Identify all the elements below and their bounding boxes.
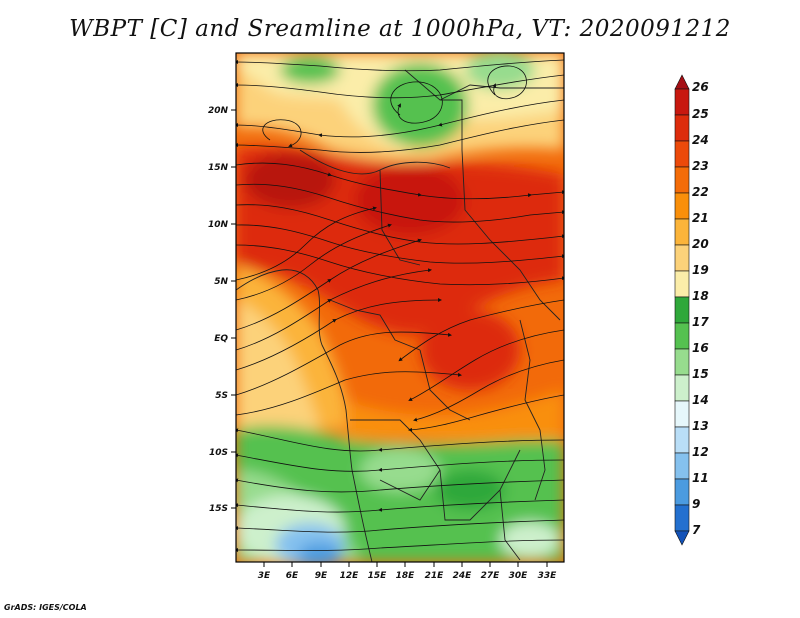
colorbar: 26 25 24 23 22 21 20 19 18 17 16 15 14 1… <box>674 74 709 546</box>
colorbar-label: 7 <box>692 523 701 537</box>
colorbar-label: 24 <box>692 133 709 147</box>
colorbar-label: 18 <box>692 289 709 303</box>
colorbar-label: 12 <box>692 445 709 459</box>
latitude-axis: 20N 15N 10N 5N EQ 5S 10S 15S <box>208 106 236 514</box>
colorbar-swatch <box>674 74 690 90</box>
country-borders <box>236 69 564 562</box>
colorbar-label: 20 <box>692 237 709 251</box>
colorbar-swatch <box>674 348 690 376</box>
lon-tick-label: 6E <box>286 571 299 581</box>
colorbar-label: 11 <box>692 471 709 485</box>
colorbar-swatch <box>674 192 690 220</box>
colorbar-label: 14 <box>692 393 709 407</box>
colorbar-swatch <box>674 452 690 480</box>
colorbar-label: 21 <box>692 211 709 225</box>
colorbar-swatch <box>674 218 690 246</box>
colorbar-swatch <box>674 478 690 506</box>
colorbar-swatch <box>674 296 690 324</box>
colorbar-swatch <box>674 374 690 402</box>
lon-tick-label: 18E <box>396 571 416 581</box>
colorbar-swatch <box>674 400 690 428</box>
colorbar-label: 23 <box>692 159 709 173</box>
lon-tick-label: 9E <box>315 571 328 581</box>
colorbar-labels: 26 25 24 23 22 21 20 19 18 17 16 15 14 1… <box>692 80 709 537</box>
colorbar-swatch <box>674 426 690 454</box>
colorbar-swatch <box>674 504 690 532</box>
lat-tick-label: 20N <box>208 106 229 116</box>
colorbar-swatch <box>674 322 690 350</box>
colorbar-label: 15 <box>692 367 709 381</box>
colorbar-label: 13 <box>692 419 709 433</box>
lat-tick-label: 5S <box>215 391 228 401</box>
colorbar-label: 9 <box>692 497 700 511</box>
colorbar-label: 22 <box>692 185 709 199</box>
colorbar-swatch <box>674 270 690 298</box>
streamlines <box>236 59 564 553</box>
map-frame <box>235 52 565 563</box>
lat-tick-label: 10S <box>209 448 228 458</box>
colorbar-swatches <box>674 74 690 546</box>
grads-credit: GrADS: IGES/COLA <box>4 603 87 612</box>
lat-tick-label: 15S <box>209 504 228 514</box>
map-title: WBPT [C] and Sreamline at 1000hPa, VT: 2… <box>69 16 731 42</box>
lon-tick-label: 27E <box>481 571 501 581</box>
lat-tick-label: 15N <box>208 163 229 173</box>
lon-tick-label: 33E <box>538 571 558 581</box>
lon-tick-label: 30E <box>509 571 529 581</box>
colorbar-swatch <box>674 140 690 168</box>
lon-tick-label: 21E <box>425 571 445 581</box>
colorbar-label: 25 <box>692 107 709 121</box>
lat-tick-label: 10N <box>208 220 229 230</box>
colorbar-swatch <box>674 88 690 116</box>
colorbar-label: 17 <box>692 315 709 329</box>
colorbar-swatch <box>674 530 690 546</box>
colorbar-label: 19 <box>692 263 709 277</box>
lat-tick-label: 5N <box>214 277 228 287</box>
longitude-axis: 3E 6E 9E 12E 15E 18E 21E 24E 27E 30E 33E <box>258 562 557 581</box>
colorbar-swatch <box>674 244 690 272</box>
colorbar-label: 26 <box>692 80 709 94</box>
lon-tick-label: 15E <box>368 571 388 581</box>
lon-tick-label: 24E <box>453 571 473 581</box>
lon-tick-label: 12E <box>340 571 360 581</box>
lat-tick-label: EQ <box>214 334 228 344</box>
lon-tick-label: 3E <box>258 571 271 581</box>
colorbar-swatch <box>674 166 690 194</box>
colorbar-swatch <box>674 114 690 142</box>
colorbar-label: 16 <box>692 341 709 355</box>
